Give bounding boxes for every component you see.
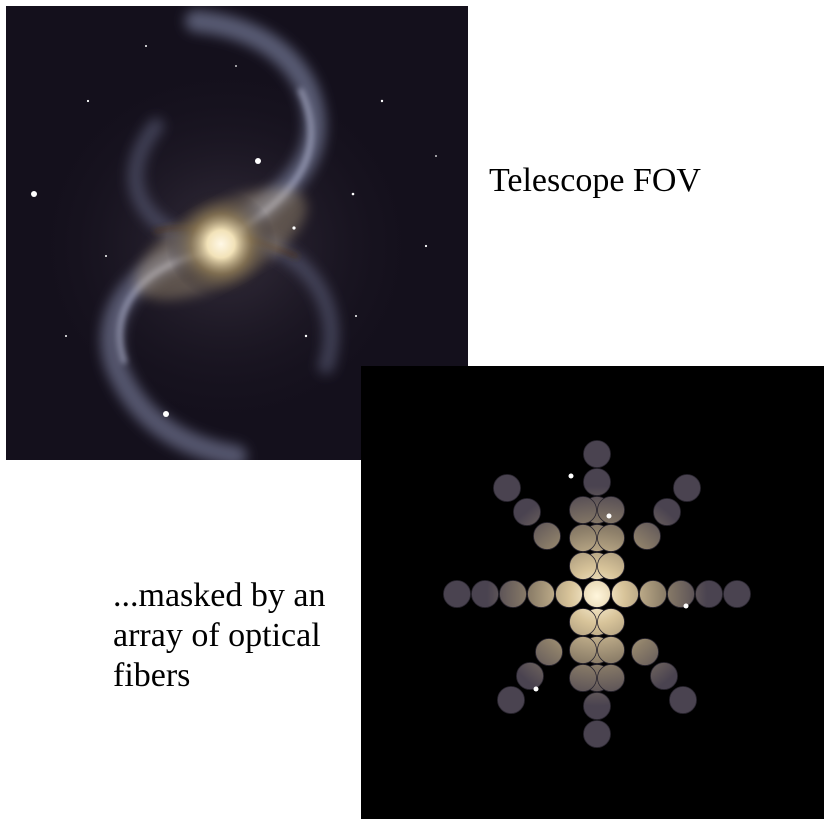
fiber	[650, 662, 678, 690]
fiber	[583, 468, 611, 496]
fiber	[569, 552, 597, 580]
fiber	[569, 636, 597, 664]
fiber	[639, 580, 667, 608]
fiber	[631, 638, 659, 666]
fiber	[533, 522, 561, 550]
masked-fibers-label: ...masked by an array of optical fibers	[113, 577, 326, 694]
galaxy-illustration	[6, 6, 468, 460]
fiber-array-image	[361, 366, 824, 819]
fiber	[597, 636, 625, 664]
star	[568, 473, 574, 479]
fiber	[493, 474, 521, 502]
fiber	[535, 638, 563, 666]
fiber	[471, 580, 499, 608]
fiber	[555, 580, 583, 608]
fiber-array-illustration	[361, 366, 824, 819]
star	[533, 686, 539, 692]
star	[606, 513, 612, 519]
galaxy-image	[6, 6, 468, 460]
fiber	[723, 580, 751, 608]
fiber	[443, 580, 471, 608]
fiber	[513, 498, 541, 526]
fiber	[673, 474, 701, 502]
fiber	[597, 496, 625, 524]
fiber	[569, 524, 597, 552]
fiber	[516, 662, 544, 690]
fiber	[583, 720, 611, 748]
fiber	[597, 524, 625, 552]
fiber	[633, 522, 661, 550]
fiber	[597, 552, 625, 580]
fiber	[497, 686, 525, 714]
fiber	[499, 580, 527, 608]
fiber	[695, 580, 723, 608]
fiber	[569, 496, 597, 524]
fiber	[667, 580, 695, 608]
fiber	[569, 608, 597, 636]
fiber	[527, 580, 555, 608]
telescope-fov-label: Telescope FOV	[489, 162, 701, 199]
fiber	[653, 498, 681, 526]
fiber	[669, 686, 697, 714]
fiber	[583, 580, 611, 608]
star	[683, 603, 689, 609]
fiber	[597, 608, 625, 636]
fiber	[597, 664, 625, 692]
fiber	[611, 580, 639, 608]
fiber	[569, 664, 597, 692]
fiber	[583, 692, 611, 720]
fiber	[583, 440, 611, 468]
